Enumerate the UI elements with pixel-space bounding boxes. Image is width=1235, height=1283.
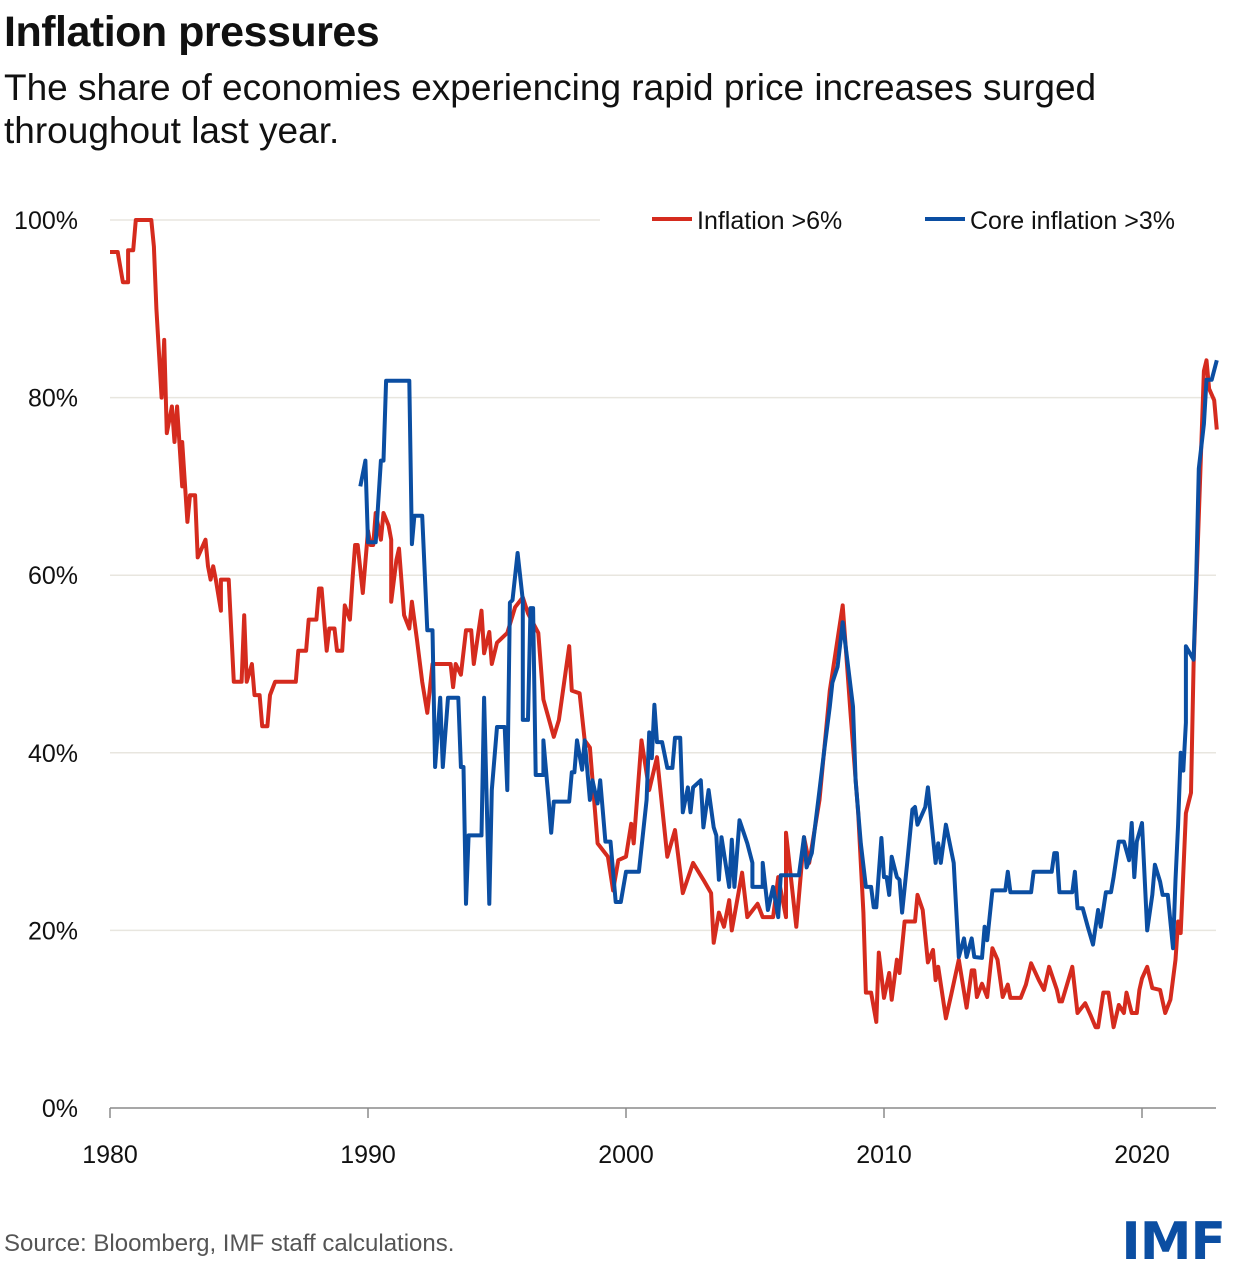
y-tick-label: 40% [28, 740, 78, 768]
chart-subtitle: The share of economies experiencing rapi… [4, 67, 1097, 151]
x-tick-label: 1980 [82, 1141, 138, 1169]
series-lines [110, 218, 1219, 1030]
source-note: Source: Bloomberg, IMF staff calculation… [4, 1230, 455, 1257]
x-tick-label: 1990 [340, 1141, 396, 1169]
y-tick-label: 100% [14, 207, 78, 235]
y-tick-label: 80% [28, 385, 78, 413]
series-line-inflation [110, 218, 1219, 1030]
legend-label-inflation: Inflation >6% [697, 207, 842, 235]
x-tick-label: 2020 [1114, 1141, 1170, 1169]
y-tick-label: 60% [28, 562, 78, 590]
x-axis-ticks: 1980 1990 2000 2010 2020 [82, 1108, 1170, 1169]
series-line-core-inflation [358, 359, 1219, 960]
chart-title: Inflation pressures [4, 8, 380, 56]
legend: Inflation >6% Core inflation >3% [652, 207, 1175, 235]
gridlines [110, 219, 1216, 1109]
y-tick-label: 20% [28, 917, 78, 945]
x-tick-label: 2010 [856, 1141, 912, 1169]
y-tick-label: 0% [42, 1095, 78, 1123]
x-tick-label: 2000 [598, 1141, 654, 1169]
y-axis-ticks: 0% 20% 40% 60% 80% 100% [14, 207, 78, 1123]
legend-label-core: Core inflation >3% [970, 207, 1175, 235]
imf-logo: IMF [1121, 1212, 1226, 1272]
